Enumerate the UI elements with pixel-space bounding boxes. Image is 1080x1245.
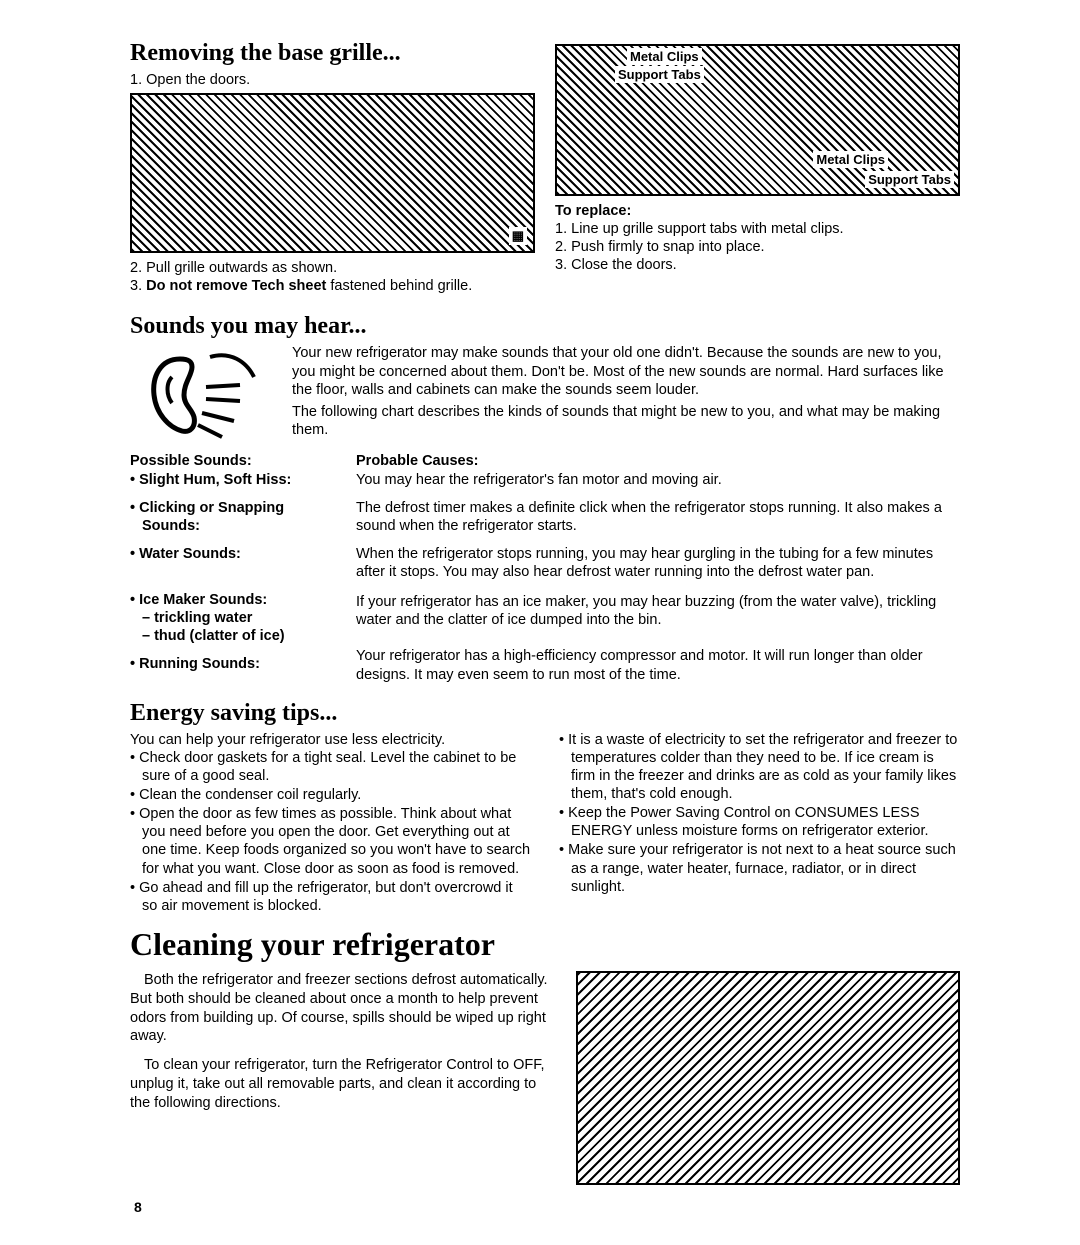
replace-step-1: 1. Line up grille support tabs with meta… <box>555 220 960 238</box>
energy-right-1: • Keep the Power Saving Control on CONSU… <box>559 804 960 840</box>
replace-heading: To replace: <box>555 202 960 220</box>
probable-causes-heading: Probable Causes: <box>356 452 960 470</box>
sound-label-1: • Clicking or Snapping Sounds: <box>130 499 340 535</box>
energy-left-1: • Clean the condenser coil regularly. <box>130 786 531 804</box>
label-support-tabs-bottom: Support Tabs <box>865 171 954 188</box>
cleaning-p1: Both the refrigerator and freezer sectio… <box>130 971 558 1046</box>
label-metal-clips-top: Metal Clips <box>627 48 702 65</box>
cleaning-illustration <box>576 971 960 1185</box>
grille-step-1-text: Open the doors. <box>146 72 250 88</box>
energy-left-0: • Check door gaskets for a tight seal. L… <box>130 749 531 785</box>
sound-cause-3: If your refrigerator has an ice maker, y… <box>356 593 960 629</box>
illus-placeholder-label: ▦ <box>509 227 527 245</box>
replace-step-2: 2. Push firmly to snap into place. <box>555 238 960 256</box>
energy-left-3: • Go ahead and fill up the refrigerator,… <box>130 879 531 915</box>
grille-step-2: 2. Pull grille outwards as shown. <box>130 259 535 277</box>
energy-title: Energy saving tips... <box>130 700 960 727</box>
possible-sounds-heading: Possible Sounds: <box>130 452 340 470</box>
energy-left-2: • Open the door as few times as possible… <box>130 805 531 878</box>
sound-label-3: • Ice Maker Sounds: – trickling water – … <box>130 591 340 645</box>
sound-label-0: • Slight Hum, Soft Hiss: <box>130 471 340 489</box>
grille-left-illustration: ▦ <box>130 93 535 253</box>
grille-title: Removing the base grille... <box>130 40 535 67</box>
sounds-intro-1: Your new refrigerator may make sounds th… <box>292 344 960 398</box>
energy-lead: You can help your refrigerator use less … <box>130 731 531 749</box>
sound-label-4: • Running Sounds: <box>130 655 340 673</box>
page-number: 8 <box>134 1199 960 1215</box>
sound-cause-0: You may hear the refrigerator's fan moto… <box>356 471 960 489</box>
ear-icon <box>130 344 280 444</box>
replace-step-3: 3. Close the doors. <box>555 256 960 274</box>
label-support-tabs-top: Support Tabs <box>615 66 704 83</box>
grille-right-illustration: Metal Clips Support Tabs Metal Clips Sup… <box>555 44 960 196</box>
sound-cause-1: The defrost timer makes a definite click… <box>356 499 960 535</box>
grille-step-3: 3. Do not remove Tech sheet fastened beh… <box>130 277 535 295</box>
energy-right-2: • Make sure your refrigerator is not nex… <box>559 841 960 895</box>
cleaning-title: Cleaning your refrigerator <box>130 926 960 963</box>
label-metal-clips-bottom: Metal Clips <box>813 151 888 168</box>
energy-right-0: • It is a waste of electricity to set th… <box>559 731 960 804</box>
sound-cause-4: Your refrigerator has a high-efficiency … <box>356 647 960 683</box>
sounds-intro-2: The following chart describes the kinds … <box>292 403 960 439</box>
sound-label-2: • Water Sounds: <box>130 545 340 563</box>
sounds-title: Sounds you may hear... <box>130 313 960 340</box>
grille-step-1: 1. Open the doors. <box>130 71 535 89</box>
cleaning-p2: To clean your refrigerator, turn the Ref… <box>130 1056 558 1113</box>
sound-cause-2: When the refrigerator stops running, you… <box>356 545 960 581</box>
